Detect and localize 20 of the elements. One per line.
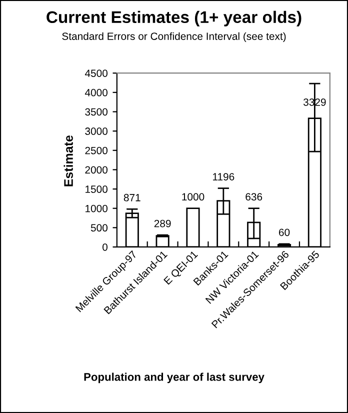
data-label: 1196: [213, 173, 234, 180]
data-label: 871: [124, 194, 140, 202]
y-tick-label: 500: [90, 224, 108, 232]
y-tick-label: 0: [102, 243, 108, 251]
y-tick-label: 2000: [85, 166, 108, 174]
y-axis-title: Estimate: [64, 135, 73, 186]
data-label: 289: [154, 220, 171, 228]
y-tick-label: 1500: [86, 186, 108, 193]
data-label: 60: [279, 228, 290, 236]
y-tick-label: 2500: [85, 146, 108, 154]
y-tick-label: 4500: [84, 70, 108, 77]
data-label: 636: [246, 193, 262, 201]
y-tick-label: 4000: [84, 88, 108, 96]
y-tick-label: 3500: [85, 108, 108, 116]
data-label: 1000: [182, 193, 204, 201]
y-tick-label: 1000: [86, 204, 108, 212]
chart-title: Current Estimates (1+ year olds): [46, 10, 302, 26]
x-axis-title: Population and year of last survey: [84, 372, 264, 384]
y-tick-label: 3000: [85, 128, 108, 135]
chart-subtitle: Standard Errors or Confidence Interval (see text): [62, 32, 286, 42]
